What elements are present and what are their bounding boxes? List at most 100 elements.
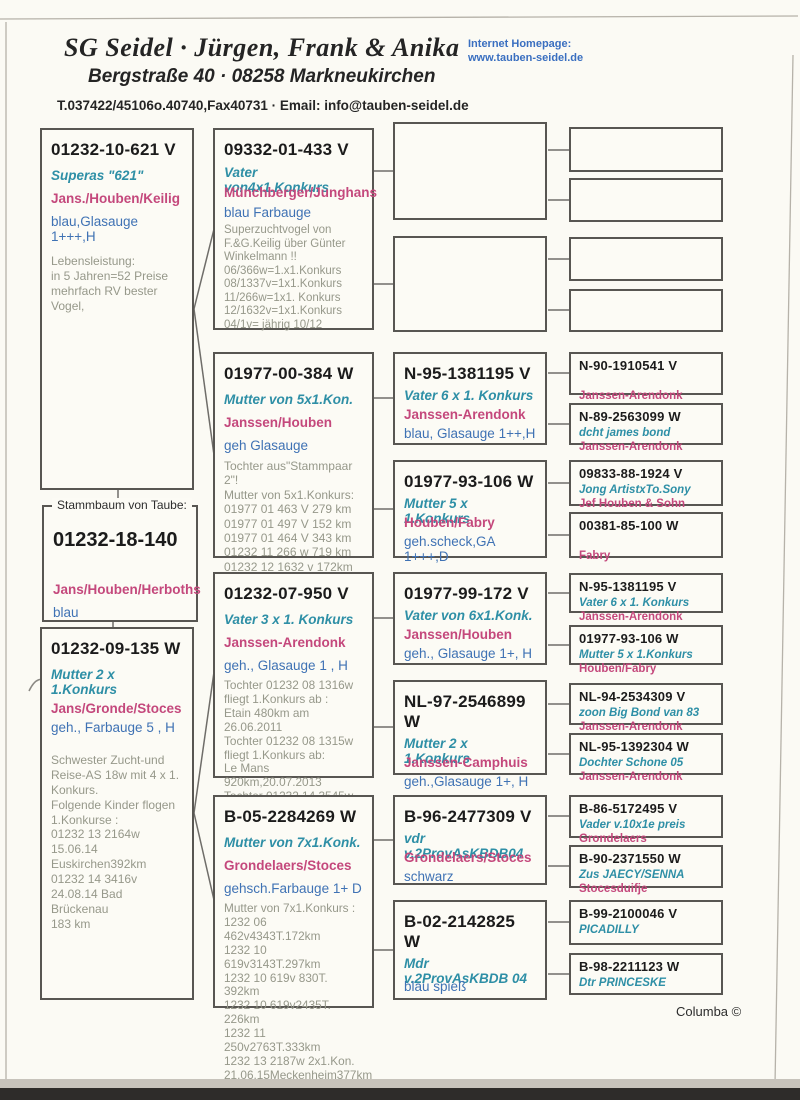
- strain-line: Grondelaers: [579, 833, 647, 845]
- ring-number: B-99-2100046 V: [579, 906, 678, 921]
- pedigree-box-empty: [569, 289, 723, 332]
- scan-shadow-dark: [0, 1088, 800, 1100]
- ring-number: 01977-93-106 W: [579, 631, 679, 646]
- pedigree-box-g3: 01977-99-172 V Vater von 6x1.Konk. Janss…: [393, 572, 547, 665]
- pedigree-box-h7: NL-94-2534309 V zoon Big Bond van 83 Jan…: [569, 683, 723, 733]
- achievement-line: Zus JAECY/SENNA: [579, 869, 685, 881]
- ring-number: B-98-2211123 W: [579, 959, 680, 974]
- pedigree-legend: Stammbaum von Taube:: [52, 498, 192, 512]
- pedigree-box-mother: 01232-09-135 W Mutter 2 x 1.Konkurs Jans…: [40, 627, 194, 1000]
- color-line: geh., Farbauge 5 , H: [51, 720, 175, 735]
- ring-number: 01232-07-950 V: [224, 584, 349, 603]
- color-line: geh., Glasauge 1 , H: [224, 658, 348, 673]
- pedigree-box-h5: N-95-1381195 V Vater 6 x 1. Konkurs Jans…: [569, 573, 723, 623]
- strain-line: [579, 991, 713, 1004]
- pedigree-box-h6: 01977-93-106 W Mutter 5 x 1.Konkurs Houb…: [569, 625, 723, 675]
- achievement-line: [579, 376, 713, 389]
- notes: Schwester Zucht-und Reise-AS 18w mit 4 x…: [51, 753, 180, 931]
- strain-line: Stocesduifje: [579, 883, 648, 895]
- strain-line: Janssen-Arendonk: [224, 635, 346, 650]
- scan-shadow-soft: [0, 1079, 800, 1088]
- strain-line: Janssen/Houben: [224, 415, 333, 430]
- ring-number: 01977-99-172 V: [404, 584, 529, 603]
- color-line: blau: [53, 605, 79, 620]
- pedigree-box-g1: N-95-1381195 V Vater 6 x 1. Konkurs Jans…: [393, 352, 547, 445]
- pedigree-box-g5: B-96-2477309 V vdr v.2ProvAsKBDB04 Grond…: [393, 795, 547, 885]
- pedigree-box-empty: [569, 178, 723, 222]
- strain-line: Houben/Fabry: [404, 515, 495, 530]
- pedigree-box-mf: 01232-07-950 V Vater 3 x 1. Konkurs Jans…: [213, 572, 374, 817]
- achievement-line: Mdr v.2ProvAsKBDB 04: [404, 956, 528, 986]
- achievement-line: dcht james bond: [579, 427, 671, 439]
- achievement-line: Mutter von 5x1.Kon.: [224, 392, 354, 407]
- achievement-line: Mutter 2 x 1.Konkurs: [404, 736, 471, 766]
- achievement-line: Vater 6 x 1. Konkurs: [404, 388, 534, 403]
- pedigree-box-g2: 01977-93-106 W Mutter 5 x 1.Konkurs Houb…: [393, 460, 547, 564]
- pedigree-box-h2: N-89-2563099 W dcht james bond Janssen-A…: [569, 403, 723, 453]
- strain-line: Fabry: [579, 550, 611, 562]
- achievement-line: Mutter 5 x 1.Konkurs: [579, 649, 693, 661]
- ring-number: 01977-00-384 W: [224, 364, 354, 383]
- ring-number: N-89-2563099 W: [579, 409, 681, 424]
- homepage-block: Internet Homepage: www.tauben-seidel.de: [468, 38, 583, 66]
- strain-line: Münchberger/Junghans: [224, 185, 378, 200]
- ring-number: B-86-5172495 V: [579, 801, 678, 816]
- pedigree-box-subject: Stammbaum von Taube: 01232-18-140 Jans/H…: [42, 498, 201, 622]
- strain-line: Jef Houben & Sohn: [579, 498, 686, 510]
- notes: Lebensleistung: in 5 Jahren=52 Preise me…: [51, 254, 169, 313]
- notes: Superzuchtvogel von F.&G.Keilig über Gün…: [224, 224, 346, 331]
- strain-line: Janssen-Camphuis: [404, 755, 528, 770]
- strain-line: Jans/Houben/Herboths: [53, 582, 201, 597]
- strain-line: [579, 938, 713, 951]
- pedigree-box-empty: [569, 127, 723, 172]
- color-line: geh.,Glasauge 1+, H: [404, 774, 529, 789]
- color-line: geh Glasauge: [224, 438, 309, 453]
- pedigree-box-mm: B-05-2284269 W Mutter von 7x1.Konk. Gron…: [213, 795, 374, 1082]
- achievement-line: Mutter 5 x 1.Konkurs: [404, 496, 471, 526]
- loft-owner-title: SG Seidel · Jürgen, Frank & Anika: [64, 33, 460, 62]
- strain-line: Janssen-Arendonk: [579, 611, 683, 623]
- pedigree-box-father: 01232-10-621 V Superas "621" Jans./Hoube…: [40, 128, 194, 490]
- pedigree-box-g4: NL-97-2546899 W Mutter 2 x 1.Konkurs Jan…: [393, 680, 547, 789]
- strain-line: Janssen-Arendonk: [579, 441, 683, 453]
- homepage-url: www.tauben-seidel.de: [468, 51, 584, 64]
- ring-number: NL-95-1392304 W: [579, 739, 689, 754]
- strain-line: Jans./Houben/Keilig: [51, 191, 181, 206]
- achievement-line: Vater von 6x1.Konk.: [404, 608, 533, 623]
- ring-number: B-05-2284269 W: [224, 807, 357, 826]
- strain-line: Houben/Fabry: [579, 663, 657, 675]
- ring-number: B-02-2142825 W: [404, 912, 516, 951]
- achievement-line: Vater 6 x 1. Konkurs: [579, 597, 690, 609]
- pedigree-box-empty: [569, 237, 723, 281]
- ring-number: N-90-1910541 V: [579, 358, 678, 373]
- color-line: geh.scheck,GA 1+++,D: [404, 534, 495, 564]
- pedigree-box-h1: N-90-1910541 V Janssen-Arendonk: [569, 352, 723, 402]
- ring-number: B-96-2477309 V: [404, 807, 532, 826]
- ring-number: 01977-93-106 W: [404, 472, 534, 491]
- ring-number: NL-94-2534309 V: [579, 689, 686, 704]
- ring-number: B-90-2371550 W: [579, 851, 681, 866]
- pedigree-box-ff: 09332-01-433 V Vater von4x1.Konkurs Münc…: [213, 128, 378, 331]
- pedigree-box-empty: [393, 236, 547, 332]
- pedigree-box-h4: 00381-85-100 W Fabry: [569, 512, 723, 562]
- strain-line: Janssen-Arendonk: [404, 407, 526, 422]
- achievement-line: Dochter Schone 05: [579, 757, 684, 769]
- achievement-line: [579, 536, 713, 549]
- ring-number: 09833-88-1924 V: [579, 466, 683, 481]
- notes: Mutter von 7x1.Konkurs : 1232 06 462v434…: [224, 901, 373, 1082]
- achievement-line: Jong ArtistxTo.Sony: [579, 484, 691, 496]
- pedigree-box-h8: NL-95-1392304 W Dochter Schone 05 Jansse…: [569, 733, 723, 783]
- strain-line: Jans/Gronde/Stoces: [51, 701, 182, 716]
- color-line: gehsch.Farbauge 1+ D: [224, 881, 362, 896]
- ring-number: 00381-85-100 W: [579, 518, 679, 533]
- color-line: blau,Glasauge 1+++,H: [51, 214, 139, 244]
- strain-line: Janssen-Arendonk: [579, 771, 683, 783]
- ring-number: N-95-1381195 V: [404, 364, 531, 383]
- strain-line: Janssen-Arendonk: [579, 390, 683, 402]
- notes: Tochter aus"Stammpaar 2"! Mutter von 5x1…: [224, 459, 355, 574]
- ring-number: NL-97-2546899 W: [404, 692, 526, 731]
- strain-line: Grondelaers/Stoces: [404, 850, 532, 865]
- ring-number: 09332-01-433 V: [224, 140, 349, 159]
- color-line: blau spieß: [404, 979, 467, 994]
- achievement-line: Mutter 2 x 1.Konkurs: [51, 667, 118, 697]
